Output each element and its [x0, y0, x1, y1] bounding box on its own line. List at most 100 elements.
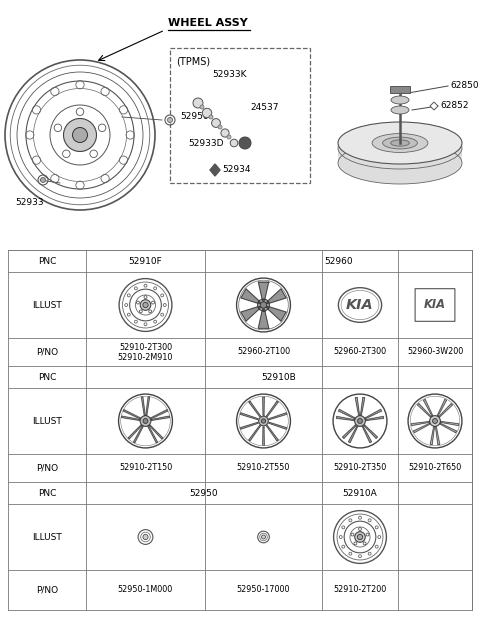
- Ellipse shape: [341, 290, 379, 320]
- Polygon shape: [258, 311, 269, 328]
- Circle shape: [357, 535, 363, 540]
- Text: 52910-2T650: 52910-2T650: [408, 464, 462, 473]
- Ellipse shape: [338, 131, 462, 173]
- Circle shape: [432, 418, 437, 423]
- Circle shape: [355, 416, 365, 426]
- Polygon shape: [249, 401, 261, 417]
- Bar: [390, 86, 410, 93]
- Circle shape: [263, 308, 264, 310]
- Text: 24537: 24537: [250, 103, 278, 112]
- Circle shape: [200, 105, 204, 109]
- Polygon shape: [423, 399, 432, 416]
- Circle shape: [358, 418, 362, 423]
- Polygon shape: [263, 427, 264, 445]
- Polygon shape: [413, 423, 430, 433]
- Text: 52933: 52933: [16, 198, 44, 207]
- Circle shape: [259, 307, 261, 308]
- Circle shape: [202, 108, 212, 117]
- Polygon shape: [269, 413, 287, 420]
- Circle shape: [40, 177, 46, 182]
- Circle shape: [261, 419, 265, 423]
- Text: 52933D: 52933D: [188, 138, 224, 148]
- Polygon shape: [365, 409, 382, 418]
- Polygon shape: [133, 426, 143, 442]
- Polygon shape: [360, 397, 365, 415]
- Text: (TPMS): (TPMS): [176, 56, 210, 66]
- Polygon shape: [148, 426, 157, 442]
- Ellipse shape: [338, 140, 462, 182]
- Text: PNC: PNC: [38, 256, 56, 266]
- Circle shape: [230, 139, 238, 147]
- Text: 52910-2T200: 52910-2T200: [334, 585, 386, 595]
- Polygon shape: [343, 425, 356, 438]
- Polygon shape: [437, 399, 446, 416]
- Polygon shape: [258, 282, 269, 299]
- Text: 52910-2T150: 52910-2T150: [119, 464, 172, 473]
- Circle shape: [143, 418, 148, 423]
- Polygon shape: [268, 289, 286, 303]
- Polygon shape: [121, 416, 140, 420]
- Circle shape: [143, 302, 148, 308]
- Ellipse shape: [338, 288, 382, 323]
- Polygon shape: [241, 289, 259, 303]
- Polygon shape: [411, 421, 429, 426]
- Polygon shape: [266, 426, 278, 441]
- Circle shape: [72, 127, 87, 143]
- Circle shape: [221, 129, 229, 137]
- Circle shape: [140, 416, 151, 426]
- Circle shape: [430, 416, 440, 426]
- Polygon shape: [123, 410, 141, 419]
- Circle shape: [218, 125, 222, 129]
- Text: P/NO: P/NO: [36, 347, 58, 357]
- Polygon shape: [364, 425, 377, 438]
- Polygon shape: [268, 307, 286, 321]
- Circle shape: [266, 302, 268, 303]
- Ellipse shape: [338, 134, 462, 176]
- Ellipse shape: [338, 133, 462, 175]
- Circle shape: [259, 302, 261, 303]
- Text: 52910F: 52910F: [129, 256, 162, 266]
- Text: 52950: 52950: [180, 112, 209, 121]
- Circle shape: [262, 535, 265, 539]
- Circle shape: [143, 535, 148, 540]
- Text: 52933K: 52933K: [212, 70, 247, 79]
- Text: 52960-2T100: 52960-2T100: [237, 347, 290, 357]
- Ellipse shape: [338, 132, 462, 174]
- Text: PNC: PNC: [38, 373, 56, 381]
- Text: 52950-17000: 52950-17000: [237, 585, 290, 595]
- Polygon shape: [151, 410, 168, 419]
- Ellipse shape: [391, 96, 409, 104]
- Polygon shape: [430, 102, 438, 110]
- Text: ILLUST: ILLUST: [32, 300, 62, 310]
- Circle shape: [212, 119, 220, 127]
- Ellipse shape: [338, 136, 462, 178]
- Polygon shape: [128, 425, 142, 439]
- Polygon shape: [240, 413, 258, 420]
- Circle shape: [227, 135, 231, 139]
- Polygon shape: [441, 421, 458, 426]
- Polygon shape: [151, 416, 169, 420]
- Polygon shape: [435, 427, 440, 444]
- Ellipse shape: [391, 106, 409, 114]
- Text: P/NO: P/NO: [36, 464, 58, 473]
- Polygon shape: [338, 409, 355, 418]
- Text: 52910B: 52910B: [262, 373, 296, 381]
- Ellipse shape: [338, 142, 462, 184]
- Polygon shape: [240, 422, 258, 429]
- Text: 52960: 52960: [324, 256, 353, 266]
- Text: ILLUST: ILLUST: [32, 417, 62, 426]
- Ellipse shape: [372, 133, 428, 153]
- Text: 52910-2T350: 52910-2T350: [334, 464, 386, 473]
- Ellipse shape: [338, 137, 462, 179]
- Circle shape: [209, 115, 213, 119]
- Circle shape: [355, 531, 365, 542]
- Ellipse shape: [338, 130, 462, 172]
- FancyBboxPatch shape: [170, 48, 310, 183]
- Circle shape: [260, 302, 267, 308]
- Polygon shape: [263, 397, 264, 415]
- Ellipse shape: [338, 139, 462, 181]
- Polygon shape: [366, 417, 384, 420]
- Text: 52934: 52934: [222, 166, 251, 174]
- Ellipse shape: [338, 138, 462, 180]
- Polygon shape: [269, 422, 287, 429]
